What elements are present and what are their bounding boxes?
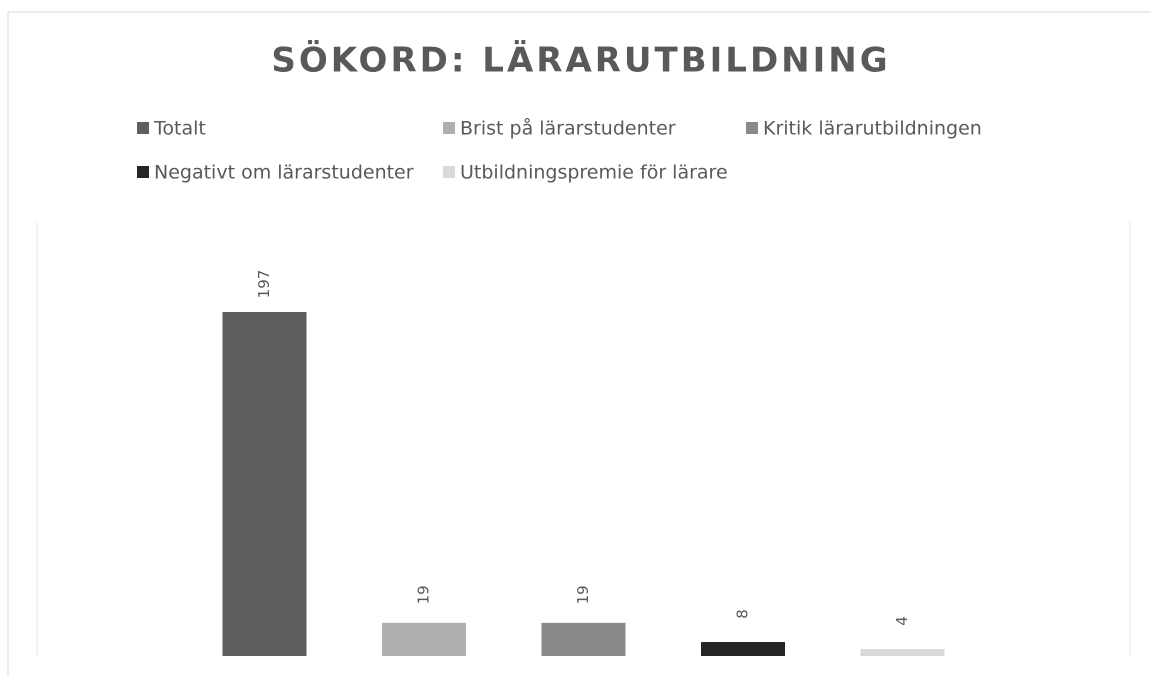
data-label: 19 bbox=[574, 585, 592, 604]
legend-label: Negativt om lärarstudenter bbox=[154, 162, 414, 184]
data-label: 19 bbox=[415, 585, 433, 604]
bar bbox=[222, 312, 307, 656]
bar bbox=[382, 622, 466, 656]
legend-swatch bbox=[137, 166, 149, 178]
legend-label: Kritik lärarutbildningen bbox=[763, 118, 982, 140]
data-label: 4 bbox=[893, 616, 911, 626]
legend-swatch bbox=[746, 122, 758, 134]
bar bbox=[701, 642, 785, 656]
bar bbox=[541, 622, 626, 656]
bar bbox=[860, 649, 945, 656]
legend-swatch bbox=[443, 166, 455, 178]
data-label: 8 bbox=[734, 609, 752, 619]
legend-label: Brist på lärarstudenter bbox=[460, 117, 676, 140]
chart-title: SÖKORD: LÄRARUTBILDNING bbox=[271, 40, 890, 81]
legend-label: Totalt bbox=[153, 118, 206, 140]
data-label: 197 bbox=[255, 270, 273, 299]
chart-frame bbox=[7, 11, 1151, 677]
legend-swatch bbox=[443, 122, 455, 134]
legend-label: Utbildningspremie för lärare bbox=[460, 162, 728, 184]
legend-swatch bbox=[137, 122, 149, 134]
